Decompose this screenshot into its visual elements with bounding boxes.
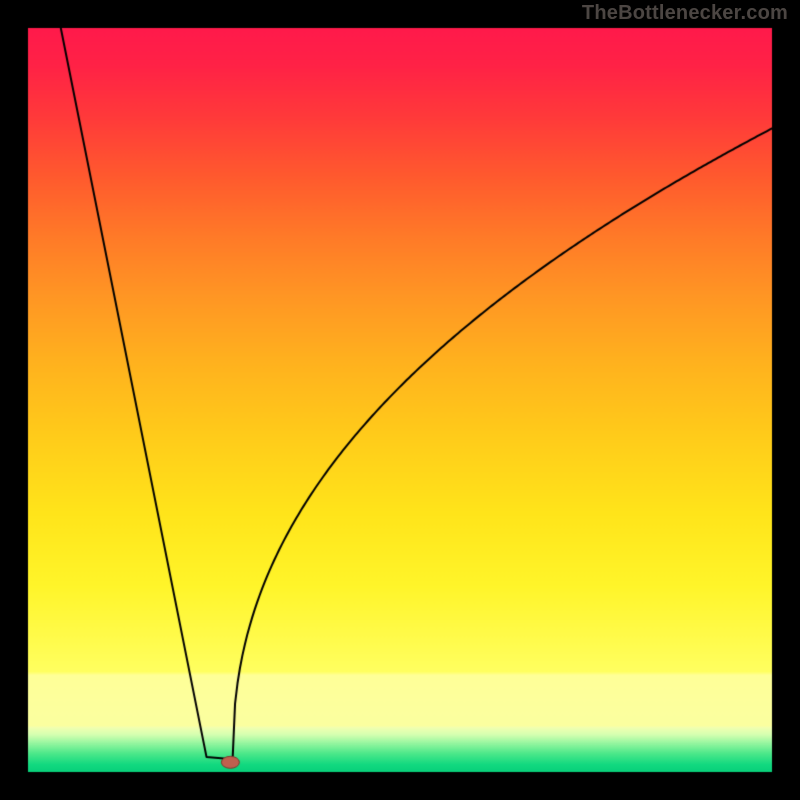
- bottleneck-chart-canvas: [0, 0, 800, 800]
- chart-root: TheBottlenecker.com: [0, 0, 800, 800]
- watermark-text: TheBottlenecker.com: [582, 2, 788, 25]
